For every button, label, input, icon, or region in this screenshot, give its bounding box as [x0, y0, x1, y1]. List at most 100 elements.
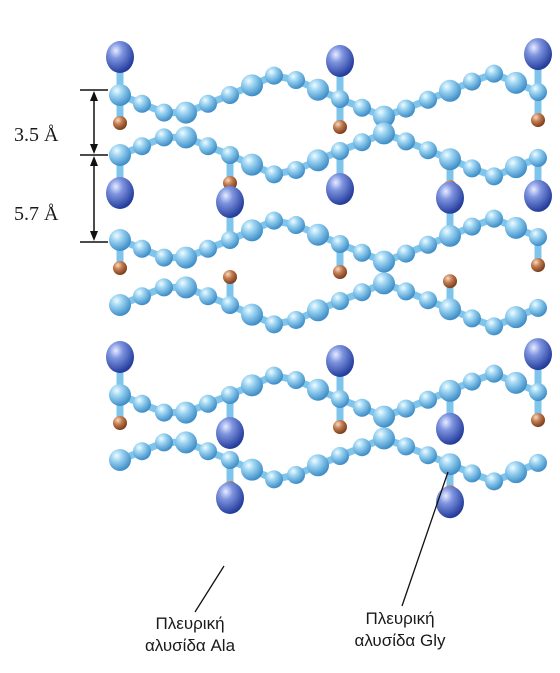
backbone-atom	[133, 287, 151, 306]
backbone-atom	[199, 137, 217, 156]
spacing-label-bottom: 5.7 Å	[14, 203, 59, 225]
dimension-arrowhead	[90, 144, 98, 154]
ala-side-chain-callout: Πλευρική αλυσίδα Ala	[120, 613, 260, 657]
backbone-atom	[175, 126, 197, 149]
backbone-atom	[221, 86, 239, 104]
dimension-arrowhead	[90, 231, 98, 241]
gly-side-chain-atom	[113, 116, 127, 130]
backbone-atoms	[109, 64, 547, 491]
backbone-atom	[331, 90, 349, 108]
backbone-atom	[241, 458, 263, 481]
backbone-atom	[109, 294, 131, 316]
backbone-atom	[241, 219, 263, 242]
backbone-atom	[265, 66, 283, 85]
annotations	[80, 89, 449, 613]
backbone-atom	[199, 94, 217, 113]
backbone-atom	[373, 105, 395, 128]
backbone-atom	[397, 244, 415, 263]
backbone-atom	[287, 465, 305, 484]
backbone-atom	[221, 386, 239, 404]
gly-side-chain-atom	[443, 274, 457, 289]
side-chains	[106, 38, 552, 519]
backbone-atom	[175, 276, 197, 299]
backbone-atom	[109, 384, 131, 406]
ala-side-chain-atom	[106, 341, 134, 373]
backbone-atom	[373, 272, 395, 295]
backbone-atom	[199, 394, 217, 413]
backbone-atom	[485, 209, 503, 228]
backbone-atom	[307, 223, 329, 246]
backbone-atom	[265, 470, 283, 489]
backbone-atom	[353, 98, 371, 117]
backbone-atom	[419, 390, 437, 409]
backbone-atom	[419, 446, 437, 465]
backbone-atom	[463, 159, 481, 178]
backbone-atom	[307, 378, 329, 401]
backbone-atom	[463, 309, 481, 328]
backbone-atom	[133, 442, 151, 461]
backbone-atom	[439, 79, 461, 102]
gly-callout-line1: Πλευρική	[365, 609, 435, 628]
ala-side-chain-atom	[524, 38, 552, 71]
backbone-atom	[505, 461, 527, 484]
ala-side-chain-atom	[106, 41, 134, 73]
ala-side-chain-atom	[436, 486, 464, 519]
backbone-atom	[505, 371, 527, 394]
backbone-atom	[353, 283, 371, 302]
ala-side-chain-atom	[216, 186, 244, 218]
gly-callout-pointer	[401, 471, 449, 607]
gly-side-chain-atom	[531, 258, 545, 273]
gly-side-chain-callout: Πλευρική αλυσίδα Gly	[330, 608, 470, 652]
backbone-atom	[133, 94, 151, 113]
backbone-atom	[529, 83, 547, 102]
backbone-atom	[265, 211, 283, 230]
backbone-atom	[287, 160, 305, 179]
backbone-atom	[133, 239, 151, 258]
ala-side-chain-atom	[524, 338, 552, 371]
ala-side-chain-atom	[524, 179, 552, 212]
backbone-atom	[529, 383, 547, 402]
backbone-atom	[265, 366, 283, 385]
backbone-atom	[529, 228, 547, 247]
backbone-atom	[307, 454, 329, 477]
gly-side-chain-atom	[531, 413, 545, 428]
backbone-atom	[109, 229, 131, 251]
backbone-atom	[221, 296, 239, 314]
ala-side-chain-atom	[436, 181, 464, 214]
dimension-arrowhead	[90, 156, 98, 166]
ala-callout-pointer	[194, 565, 225, 613]
gly-callout-line2: αλυσίδα Gly	[354, 631, 446, 650]
backbone-atom	[397, 132, 415, 151]
backbone-atom	[353, 398, 371, 417]
backbone-atom	[397, 282, 415, 301]
ala-side-chain-atom	[216, 482, 244, 514]
backbone-atom	[419, 235, 437, 254]
backbone-atom	[439, 224, 461, 247]
gly-side-chain-atom	[531, 113, 545, 128]
spacing-label-top: 3.5 Å	[14, 124, 59, 146]
backbone-atom	[133, 394, 151, 413]
backbone-atom	[109, 449, 131, 471]
backbone-atom	[373, 250, 395, 273]
backbone-atom	[307, 149, 329, 172]
backbone-atom	[485, 167, 503, 186]
backbone-atom	[155, 128, 173, 147]
backbone-atom	[221, 231, 239, 249]
backbone-atom	[155, 433, 173, 452]
backbone-atom	[373, 122, 395, 145]
ala-side-chain-atom	[326, 45, 354, 77]
backbone-atom	[419, 291, 437, 310]
backbone-atom	[373, 405, 395, 428]
backbone-atom	[155, 278, 173, 297]
backbone-atom	[439, 379, 461, 402]
gly-side-chain-atom	[113, 261, 127, 275]
backbone-atom	[241, 153, 263, 176]
backbone-atom	[265, 315, 283, 334]
backbone-atom	[109, 84, 131, 106]
backbone-atom	[199, 239, 217, 258]
backbone-atom	[397, 399, 415, 418]
backbone-atom	[287, 216, 305, 235]
backbone-atom	[199, 442, 217, 461]
backbone-atom	[331, 447, 349, 465]
backbone-atom	[109, 144, 131, 166]
